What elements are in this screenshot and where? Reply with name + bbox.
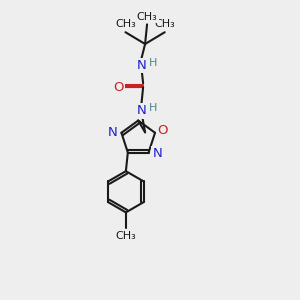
Text: N: N (136, 59, 146, 72)
Text: H: H (149, 103, 157, 113)
Text: O: O (113, 81, 124, 94)
Text: CH₃: CH₃ (115, 20, 136, 29)
Text: CH₃: CH₃ (154, 20, 175, 29)
Text: N: N (136, 104, 146, 117)
Text: N: N (153, 147, 162, 160)
Text: O: O (158, 124, 168, 137)
Text: N: N (108, 126, 118, 139)
Text: H: H (149, 58, 157, 68)
Text: CH₃: CH₃ (137, 11, 158, 22)
Text: CH₃: CH₃ (116, 231, 136, 241)
